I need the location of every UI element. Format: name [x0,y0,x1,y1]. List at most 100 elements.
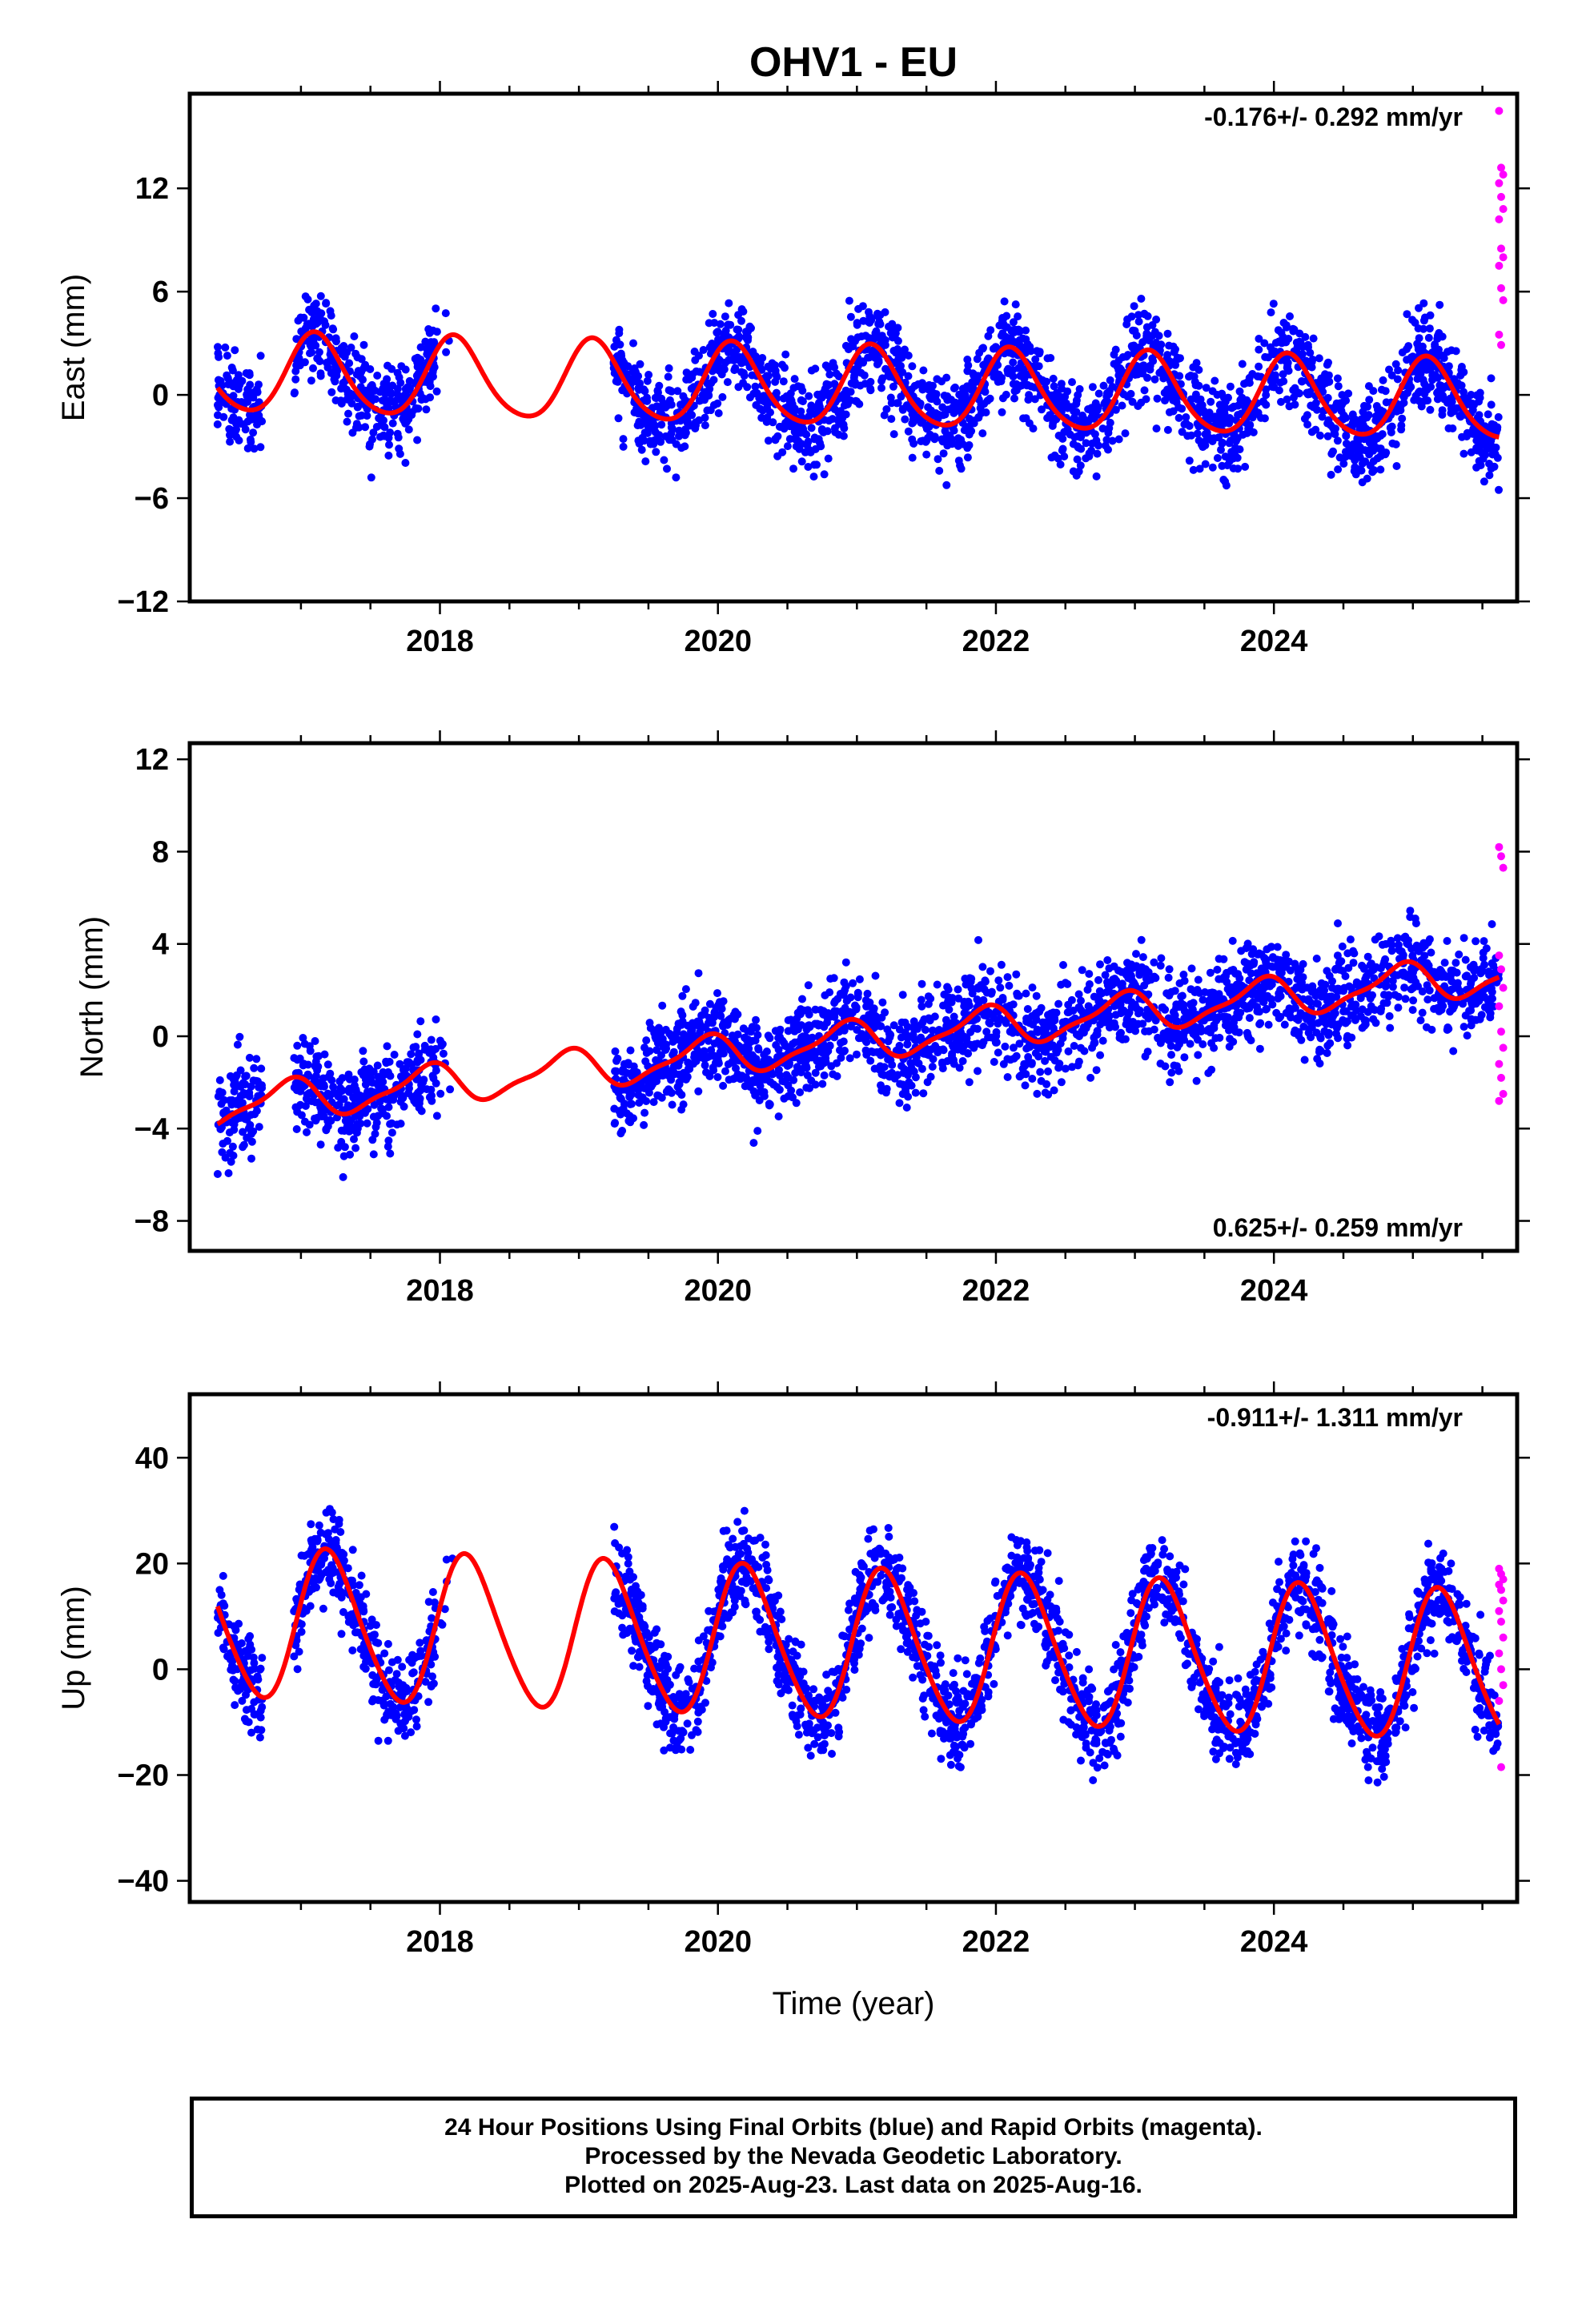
north-final-point [387,1119,396,1128]
north-final-point [944,985,953,994]
north-final-point [1323,967,1331,975]
east-final-point [698,391,707,400]
north-final-point [1022,989,1030,998]
east-final-point [1339,460,1348,468]
north-final-point [1231,969,1240,978]
east-final-point [243,397,252,406]
east-final-point [1435,328,1443,337]
east-final-point [1419,299,1428,308]
north-final-point [1098,1036,1107,1045]
north-final-point [359,1057,368,1066]
east-final-point [1447,404,1456,413]
east-final-point [790,375,799,384]
north-final-point [217,1100,226,1108]
east-final-point [781,350,790,359]
east-final-point [957,436,966,444]
north-final-point [998,995,1007,1004]
north-final-point [1167,1051,1175,1059]
east-final-point [833,416,842,424]
east-y-tick-label: 12 [135,172,169,206]
north-final-point [1247,1000,1255,1009]
east-final-point [1269,300,1278,308]
east-final-point [1169,396,1178,404]
north-final-point [369,1150,378,1159]
north-final-point [1028,983,1037,992]
north-final-point [796,1088,805,1096]
north-final-point [1343,1041,1352,1050]
north-final-point [363,1070,371,1079]
east-final-point [612,336,620,344]
north-final-point [1134,1019,1142,1028]
east-final-point [1102,436,1111,444]
east-final-point [1140,386,1149,395]
north-final-point [888,1060,897,1069]
east-final-point [1189,363,1198,372]
east-final-point [1460,449,1468,458]
east-final-point [904,427,913,436]
north-final-point [841,958,850,967]
north-final-point [1255,1044,1264,1053]
north-final-point [1256,1019,1265,1027]
north-final-point [902,1104,911,1112]
east-final-point [1193,429,1202,438]
east-final-point [797,457,806,466]
east-final-point [824,454,833,463]
north-final-point [1324,1028,1333,1037]
north-final-point [689,1059,698,1068]
east-rapid-point [1495,179,1504,187]
north-final-point [673,1024,681,1033]
east-final-point [955,404,964,413]
east-final-point [773,372,781,381]
north-final-point [1061,1064,1070,1073]
east-final-point [1153,394,1162,403]
north-final-point [1253,1007,1262,1015]
north-final-point [652,1077,661,1086]
east-final-point [1494,412,1503,421]
east-y-axis-label: East (mm) [56,274,91,421]
north-final-point [793,1008,802,1017]
north-final-point [950,1059,958,1068]
north-final-point [1340,983,1349,992]
east-final-point [667,423,676,432]
north-final-point [1092,1066,1101,1075]
east-final-point [214,376,223,384]
north-final-point [784,1027,793,1035]
north-final-point [1103,956,1112,964]
east-x-tick-label: 2024 [1240,625,1308,658]
north-final-point [774,1045,783,1054]
north-final-point [863,989,872,998]
north-final-point [619,1104,628,1113]
east-final-point [1046,411,1054,420]
north-final-point [898,991,907,999]
east-final-point [665,364,673,372]
north-final-point [852,1005,861,1014]
north-final-point [239,1128,247,1136]
north-final-point [239,1088,248,1097]
east-final-point [326,307,335,316]
east-final-point [1161,396,1169,405]
north-final-point [1050,1016,1059,1024]
east-final-point [1246,420,1255,429]
east-final-point [1398,348,1407,357]
north-final-point [1003,973,1012,982]
east-final-point [1475,397,1483,406]
north-final-point [1407,973,1416,982]
north-final-point [1349,947,1358,955]
north-final-point [871,971,880,980]
north-final-point [640,1120,648,1129]
east-final-point [375,432,384,441]
east-final-point [714,409,723,417]
north-final-point [1439,1002,1447,1011]
east-final-point [1260,339,1269,348]
north-final-point [1186,1039,1195,1048]
east-rapid-point [1499,171,1508,179]
north-final-point [1187,964,1196,973]
north-final-point [215,1076,224,1084]
east-final-point [1303,411,1311,420]
east-final-point [1122,352,1130,361]
north-final-point [293,1041,302,1050]
north-final-point [653,1091,662,1100]
east-final-point [1063,404,1072,412]
east-final-point [441,309,450,318]
